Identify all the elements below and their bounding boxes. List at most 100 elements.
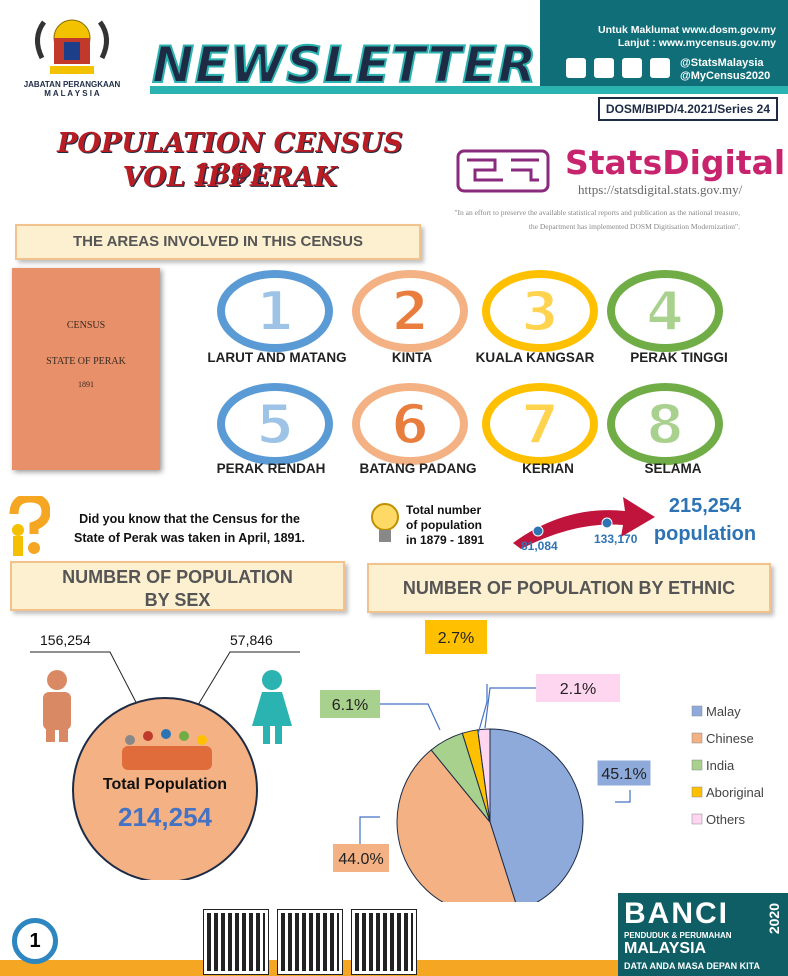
section-heading: NUMBER OF POPULATION BY SEX bbox=[10, 561, 345, 611]
series-code: DOSM/BIPD/4.2021/Series 24 bbox=[597, 97, 778, 121]
area-name: KUALA KANGSAR bbox=[475, 350, 595, 365]
did-you-know: Did you know that the Census for the Sta… bbox=[52, 510, 327, 548]
statsdigital-url[interactable]: https://statsdigital.stats.gov.my/ bbox=[578, 182, 743, 197]
social-handle: @StatsMalaysia bbox=[680, 57, 764, 69]
value-label-box bbox=[596, 759, 652, 787]
area-number: 8 bbox=[607, 383, 723, 465]
value-label: 2.7% bbox=[438, 630, 474, 647]
area-name: KERIAN bbox=[522, 461, 574, 476]
value-label-box bbox=[425, 620, 487, 654]
growth-label: Total number of population in 1879 - 189… bbox=[406, 503, 484, 548]
note-line: State of Perak was taken in April, 1891. bbox=[74, 531, 305, 545]
legend-label: India bbox=[706, 758, 735, 773]
heading-line: BY SEX bbox=[144, 590, 211, 610]
heading-line: NUMBER OF POPULATION bbox=[62, 567, 293, 587]
main-title: VOL II PERAK bbox=[122, 162, 338, 193]
female-count: 57,846 bbox=[230, 632, 273, 648]
brand-country: MALAYSIA bbox=[624, 940, 707, 957]
growth-label-line: Total number bbox=[406, 503, 482, 517]
census-book: CENSUS STATE OF PERAK 1891 bbox=[12, 268, 160, 470]
growth-final-unit: population bbox=[653, 523, 757, 545]
newsletter-title: NEWSLETTER bbox=[151, 35, 538, 95]
value-label-box bbox=[320, 690, 380, 718]
main-title: POPULATION CENSUS 1891 bbox=[57, 128, 403, 190]
quote-line: "In an effort to preserve the available … bbox=[454, 208, 740, 217]
legend-label: Aboriginal bbox=[706, 785, 764, 800]
value-label: 44.0% bbox=[338, 851, 383, 868]
area-number: 7 bbox=[482, 383, 598, 465]
growth-final: 215,254 bbox=[668, 495, 742, 517]
note-line: Did you know that the Census for the bbox=[79, 512, 300, 526]
area-number: 2 bbox=[352, 270, 468, 352]
instagram-icon[interactable] bbox=[594, 58, 614, 78]
value-label-box bbox=[536, 674, 620, 702]
legend-swatch bbox=[691, 705, 703, 717]
brand: BANCI bbox=[624, 897, 729, 930]
qr-code[interactable] bbox=[351, 909, 417, 975]
growth-label-line: in 1879 - 1891 bbox=[406, 533, 485, 547]
bulb-icon bbox=[371, 503, 399, 542]
legend-swatch bbox=[691, 759, 703, 771]
legend-swatch bbox=[691, 813, 703, 825]
qr-code[interactable] bbox=[277, 909, 343, 975]
section-heading: THE AREAS INVOLVED IN THIS CENSUS bbox=[15, 224, 421, 260]
book-text: STATE OF PERAK bbox=[46, 356, 126, 367]
total-value: 214,254 bbox=[118, 802, 212, 832]
growth-label-line: of population bbox=[406, 518, 482, 532]
sex-figure bbox=[30, 651, 300, 880]
statsdigital-quote: "In an effort to preserve the available … bbox=[440, 206, 740, 234]
book-text: 1891 bbox=[78, 380, 94, 389]
ethnic-pie-chart: 45.1% 44.0% 6.1% 2.7% 2.1% Malay Chinese India A… bbox=[320, 620, 764, 902]
area-name: LARUT AND MATANG bbox=[207, 350, 347, 365]
label-arrow bbox=[380, 703, 441, 731]
area-number: 5 bbox=[217, 383, 333, 465]
page-number: 1 bbox=[12, 918, 58, 964]
value-label-box bbox=[333, 844, 389, 872]
value-label: 6.1% bbox=[332, 697, 368, 714]
area-number: 3 bbox=[482, 270, 598, 352]
agency-line: M A L A Y S I A bbox=[44, 89, 100, 98]
social-handle: @MyCensus2020 bbox=[680, 70, 771, 82]
area-name: PERAK TINGGI bbox=[630, 350, 728, 365]
agency-line: JABATAN PERANGKAAN bbox=[23, 80, 121, 89]
youtube-icon[interactable] bbox=[650, 58, 670, 78]
area-name: PERAK RENDAH bbox=[216, 461, 326, 476]
legend-label: Others bbox=[706, 812, 746, 827]
label-arrow bbox=[359, 816, 380, 844]
twitter-icon[interactable] bbox=[622, 58, 642, 78]
pie-slice bbox=[396, 749, 516, 902]
question-figure bbox=[9, 496, 50, 556]
area-name: SELAMA bbox=[644, 461, 702, 476]
legend-label: Chinese bbox=[706, 731, 754, 746]
qr-code[interactable] bbox=[203, 909, 269, 975]
label-arrow bbox=[484, 687, 536, 729]
growth-point: 81,084 bbox=[521, 539, 558, 553]
legend-label: Malay bbox=[706, 704, 741, 719]
pie-slice bbox=[489, 728, 584, 902]
area-number: 6 bbox=[352, 383, 468, 465]
info: Lanjut : www.mycensus.gov.my bbox=[617, 37, 776, 49]
legend-swatch bbox=[691, 786, 703, 798]
crest bbox=[35, 19, 109, 74]
book-text: CENSUS bbox=[66, 320, 106, 331]
brand-year: 2020 bbox=[766, 903, 782, 935]
tagline: DATA ANDA MASA DEPAN KITA bbox=[624, 961, 760, 971]
area-name: BATANG PADANG bbox=[359, 461, 477, 476]
label-arrow bbox=[615, 790, 631, 803]
male-count: 156,254 bbox=[40, 632, 91, 648]
area-number: 4 bbox=[607, 270, 723, 352]
facebook-icon[interactable] bbox=[566, 58, 586, 78]
area-number: 1 bbox=[217, 270, 333, 352]
value-label: 45.1% bbox=[601, 766, 646, 783]
header-stripe bbox=[150, 86, 788, 94]
statsdigital-logo bbox=[456, 149, 550, 193]
growth-arrow bbox=[513, 497, 655, 549]
total-label: Total Population bbox=[102, 776, 228, 793]
brand-sub: PENDUDUK & PERUMAHAN bbox=[624, 931, 732, 940]
pie-slice bbox=[477, 728, 491, 823]
growth-point: 133,170 bbox=[594, 532, 638, 546]
agency: JABATAN PERANGKAAN M A L A Y S I A bbox=[12, 80, 132, 98]
section-heading: NUMBER OF POPULATION BY ETHNIC bbox=[367, 563, 771, 613]
info: Untuk Maklumat www.dosm.gov.my bbox=[598, 24, 776, 36]
